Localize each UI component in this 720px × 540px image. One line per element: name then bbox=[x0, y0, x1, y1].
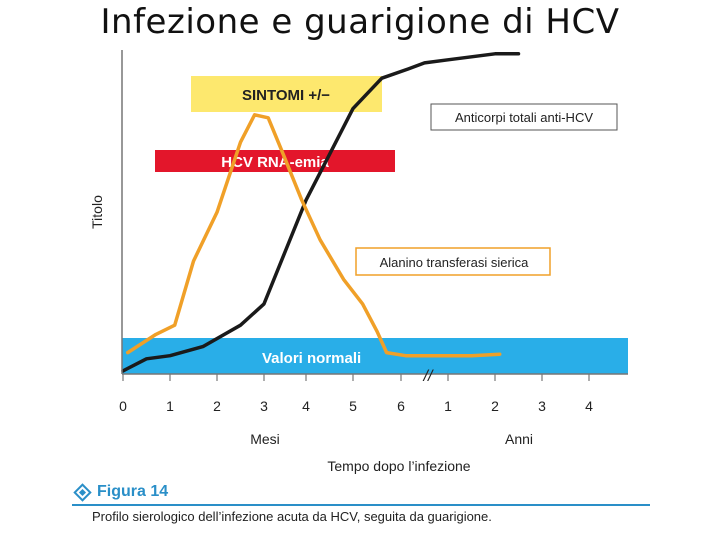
group-label-months: Mesi bbox=[250, 431, 280, 447]
chart: Valori normali SINTOMI +/− HCV RNA-emia … bbox=[89, 50, 628, 474]
x-axis-label: Tempo dopo l’infezione bbox=[327, 458, 470, 474]
x-tick-label: 2 bbox=[491, 398, 499, 414]
x-tick-label: 3 bbox=[260, 398, 268, 414]
x-tick-label: 4 bbox=[585, 398, 593, 414]
symptoms-box bbox=[191, 76, 382, 112]
alt-callout-label: Alanino transferasi sierica bbox=[380, 255, 530, 270]
x-tick-label: 2 bbox=[213, 398, 221, 414]
x-tick-label: 3 bbox=[538, 398, 546, 414]
normal-values-band bbox=[122, 338, 628, 374]
x-tick-label: 1 bbox=[166, 398, 174, 414]
antibody-callout-label: Anticorpi totali anti-HCV bbox=[455, 110, 593, 125]
group-label-years: Anni bbox=[505, 431, 533, 447]
figure-caption-text: Profilo sierologico dell’infezione acuta… bbox=[92, 509, 492, 524]
alt-callout-box bbox=[355, 247, 551, 276]
figure-caption: Figura 14 Profilo sierologico dell’infez… bbox=[72, 482, 652, 524]
x-tick-label: 1 bbox=[444, 398, 452, 414]
x-tick-label: 5 bbox=[349, 398, 357, 414]
diamond-icon bbox=[73, 482, 92, 502]
series-line-anti-hcv bbox=[121, 52, 521, 373]
caption-rule bbox=[72, 504, 650, 506]
slide-title: Infezione e guarigione di HCV bbox=[100, 2, 620, 42]
antibody-callout-box bbox=[430, 103, 618, 131]
y-axis-label: Titolo bbox=[89, 195, 105, 229]
symptoms-label: SINTOMI +/− bbox=[242, 87, 330, 104]
x-tick-label: 4 bbox=[302, 398, 310, 414]
x-tick-label: 0 bbox=[119, 398, 127, 414]
hcv-rna-label: HCV RNA-emia bbox=[221, 154, 329, 171]
hcv-rna-bar bbox=[155, 150, 395, 172]
figure-label: Figura 14 bbox=[97, 483, 169, 500]
normal-values-label: Valori normali bbox=[262, 350, 361, 367]
x-tick-label: 6 bbox=[397, 398, 405, 414]
series-line-alt bbox=[125, 113, 502, 358]
axis-break: // bbox=[423, 368, 434, 385]
